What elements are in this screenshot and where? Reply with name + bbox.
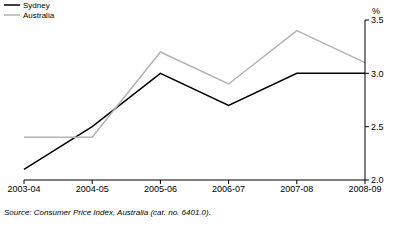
svg-text:2008-09: 2008-09 — [348, 184, 381, 194]
html-text:Source: Consumer Price Index,: Source: Consumer Price Index, Australia … — [4, 208, 211, 217]
html-text:Australia: Australia — [23, 10, 55, 20]
svg-text:2007-08: 2007-08 — [280, 184, 313, 194]
svg-text:2004-05: 2004-05 — [76, 184, 109, 194]
svg-text:2006-07: 2006-07 — [212, 184, 245, 194]
svg-text:2.0: 2.0 — [371, 175, 384, 185]
svg-text:2003-04: 2003-04 — [8, 184, 41, 194]
svg-text:3.5: 3.5 — [371, 15, 384, 25]
svg-text:2.5: 2.5 — [371, 122, 384, 132]
svg-text:3.0: 3.0 — [371, 69, 384, 79]
svg-text:2005-06: 2005-06 — [144, 184, 177, 194]
html-text:Sydney: Sydney — [23, 0, 50, 10]
